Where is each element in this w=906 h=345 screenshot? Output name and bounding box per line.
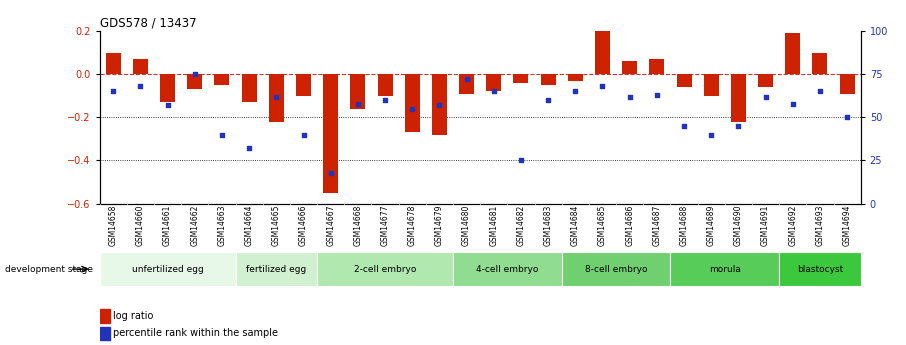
Bar (459, 74, 474, 93)
Text: 8-cell embryo: 8-cell embryo (585, 265, 647, 274)
Point (514, 158, 528, 163)
Point (133, 83, 148, 89)
Bar (378, 74, 392, 96)
Point (622, 94, 637, 99)
Bar (514, 74, 528, 83)
Point (296, 132, 311, 137)
Bar (650, 59, 664, 74)
Text: morula: morula (708, 265, 741, 274)
Bar (432, 74, 447, 135)
Point (188, 71, 202, 77)
Bar (188, 74, 202, 89)
Bar (622, 61, 637, 74)
Bar (840, 74, 854, 93)
Point (323, 170, 338, 175)
Bar (731, 74, 746, 122)
Point (242, 146, 256, 151)
Point (215, 132, 229, 137)
Bar (405, 74, 419, 132)
Text: log ratio: log ratio (113, 311, 154, 321)
Point (459, 77, 474, 82)
Bar (133, 59, 148, 74)
Text: development stage: development stage (5, 265, 92, 274)
Bar (106, 52, 120, 74)
Point (731, 123, 746, 129)
Bar (704, 74, 718, 96)
Point (541, 97, 555, 103)
Bar (541, 74, 555, 85)
Point (378, 97, 392, 103)
Bar (568, 74, 583, 81)
Point (487, 89, 501, 94)
Bar (813, 52, 827, 74)
Bar (242, 74, 256, 102)
Point (568, 89, 583, 94)
Point (269, 94, 284, 99)
Text: percentile rank within the sample: percentile rank within the sample (113, 328, 278, 338)
Bar (595, 31, 610, 74)
Bar (758, 74, 773, 87)
Bar (317, 252, 453, 286)
Bar (779, 252, 861, 286)
Bar (453, 252, 562, 286)
Text: fertilized egg: fertilized egg (246, 265, 306, 274)
Bar (296, 74, 311, 96)
Point (106, 89, 120, 94)
Point (704, 132, 718, 137)
Point (758, 94, 773, 99)
Point (650, 92, 664, 98)
Text: unfertilized egg: unfertilized egg (131, 265, 204, 274)
Point (840, 115, 854, 120)
Bar (160, 74, 175, 102)
Text: blastocyst: blastocyst (796, 265, 843, 274)
Text: 2-cell embryo: 2-cell embryo (354, 265, 416, 274)
Point (813, 89, 827, 94)
Bar (786, 33, 800, 74)
Text: GDS578 / 13437: GDS578 / 13437 (100, 17, 197, 30)
Bar (677, 74, 691, 87)
Point (786, 101, 800, 106)
Point (160, 102, 175, 108)
Point (351, 101, 365, 106)
Point (405, 106, 419, 111)
Bar (351, 74, 365, 109)
Bar (236, 252, 317, 286)
Point (432, 102, 447, 108)
Bar (670, 252, 779, 286)
Text: 4-cell embryo: 4-cell embryo (477, 265, 538, 274)
Bar (487, 74, 501, 91)
Bar (323, 74, 338, 193)
Bar (562, 252, 670, 286)
Point (677, 123, 691, 129)
Bar (215, 74, 229, 85)
Point (595, 83, 610, 89)
Bar (100, 309, 110, 323)
Bar (100, 252, 236, 286)
Bar (269, 74, 284, 122)
Bar (100, 327, 110, 340)
